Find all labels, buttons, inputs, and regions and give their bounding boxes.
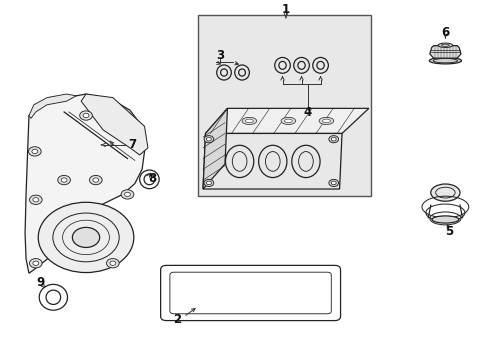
Circle shape xyxy=(328,179,338,186)
Circle shape xyxy=(89,175,102,185)
Circle shape xyxy=(203,179,213,186)
Ellipse shape xyxy=(437,43,452,48)
Circle shape xyxy=(121,190,134,199)
Polygon shape xyxy=(25,94,144,273)
Circle shape xyxy=(29,258,42,268)
Circle shape xyxy=(93,178,99,182)
Text: 6: 6 xyxy=(440,26,448,39)
Polygon shape xyxy=(81,94,148,155)
Circle shape xyxy=(110,261,116,265)
FancyBboxPatch shape xyxy=(160,265,340,321)
Circle shape xyxy=(106,258,119,268)
Ellipse shape xyxy=(431,216,458,223)
Bar xyxy=(198,15,370,196)
Text: 1: 1 xyxy=(281,3,289,15)
FancyBboxPatch shape xyxy=(169,272,330,314)
Ellipse shape xyxy=(319,117,333,125)
Circle shape xyxy=(206,181,211,185)
Circle shape xyxy=(33,198,39,202)
Polygon shape xyxy=(203,134,341,189)
Text: 4: 4 xyxy=(303,106,311,119)
Polygon shape xyxy=(205,108,368,134)
Circle shape xyxy=(33,261,39,265)
Polygon shape xyxy=(429,46,460,58)
Circle shape xyxy=(38,202,134,273)
Ellipse shape xyxy=(284,119,292,123)
Circle shape xyxy=(124,192,130,197)
Circle shape xyxy=(80,111,92,120)
Circle shape xyxy=(61,178,67,182)
Polygon shape xyxy=(29,94,76,118)
Text: 2: 2 xyxy=(173,313,181,326)
Text: 7: 7 xyxy=(128,139,136,152)
Circle shape xyxy=(29,195,42,204)
Ellipse shape xyxy=(281,117,295,125)
Circle shape xyxy=(83,113,89,118)
Text: 8: 8 xyxy=(148,172,157,185)
Text: 5: 5 xyxy=(444,225,452,238)
Circle shape xyxy=(328,136,338,143)
Circle shape xyxy=(203,136,213,143)
Text: 3: 3 xyxy=(216,49,224,62)
Circle shape xyxy=(28,147,41,156)
Polygon shape xyxy=(203,108,227,189)
Circle shape xyxy=(330,138,335,141)
Circle shape xyxy=(32,149,38,153)
Text: 9: 9 xyxy=(37,276,45,289)
Circle shape xyxy=(72,228,100,247)
Ellipse shape xyxy=(245,119,253,123)
Circle shape xyxy=(58,175,70,185)
Ellipse shape xyxy=(430,184,459,201)
Circle shape xyxy=(330,181,335,185)
Ellipse shape xyxy=(428,58,461,64)
Circle shape xyxy=(206,138,211,141)
Ellipse shape xyxy=(322,119,330,123)
Ellipse shape xyxy=(242,117,256,125)
